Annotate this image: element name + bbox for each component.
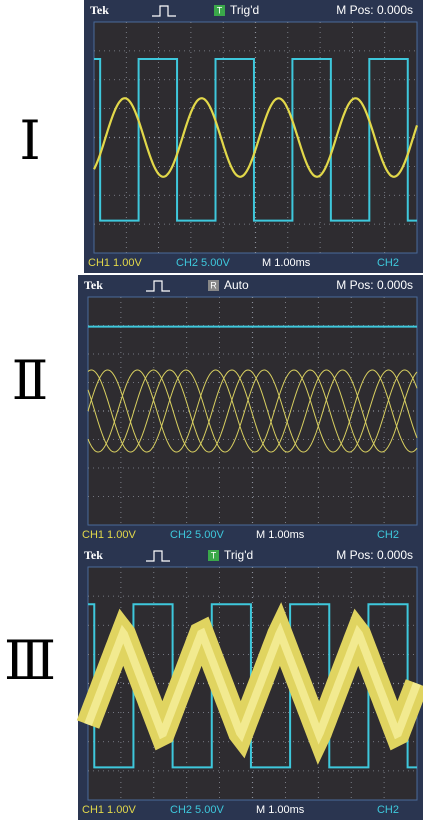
brand: Tek (90, 3, 109, 17)
panel-label: Ⅲ (4, 629, 56, 692)
timebase: M 1.00ms (256, 529, 305, 541)
ch1-scale: CH1 1.00V (82, 529, 136, 541)
panel-label: Ⅱ (12, 349, 49, 412)
position: M Pos: 0.000s (336, 3, 413, 17)
figure: Ⅰ Tek T Trig'd M Pos: 0.000s CH1 1.00V CH2 5.0… (0, 0, 423, 820)
trigger-icon: R (210, 280, 217, 290)
oscilloscope-screen: Tek T Trig'd M Pos: 0.000s CH1 1.00V CH2 5.00… (84, 0, 423, 273)
ch1-scale: CH1 1.00V (88, 257, 142, 269)
oscilloscope-screen: Tek R Auto M Pos: 0.000s CH1 1.00V CH2 5.00V M… (78, 275, 423, 545)
trigger-source: CH2 (377, 529, 399, 541)
trigger-source: CH2 (377, 804, 399, 816)
trigger-icon: T (217, 5, 223, 15)
oscilloscope-screen: Tek T Trig'd M Pos: 0.000s CH1 1.00V CH2 5.00… (78, 545, 423, 820)
position: M Pos: 0.000s (336, 548, 413, 562)
trigger-status: Trig'd (230, 3, 259, 17)
trigger-status: Auto (224, 278, 249, 292)
ch2-scale: CH2 5.00V (176, 257, 230, 269)
trigger-source: CH2 (377, 257, 399, 269)
trigger-status: Trig'd (224, 548, 253, 562)
timebase: M 1.00ms (256, 804, 305, 816)
timebase: M 1.00ms (262, 257, 311, 269)
brand: Tek (84, 278, 103, 292)
trigger-icon: T (211, 550, 217, 560)
ch2-scale: CH2 5.00V (170, 804, 224, 816)
ch1-scale: CH1 1.00V (82, 804, 136, 816)
ch2-scale: CH2 5.00V (170, 529, 224, 541)
screen (88, 297, 417, 525)
panel-label: Ⅰ (19, 109, 40, 172)
brand: Tek (84, 548, 103, 562)
position: M Pos: 0.000s (336, 278, 413, 292)
